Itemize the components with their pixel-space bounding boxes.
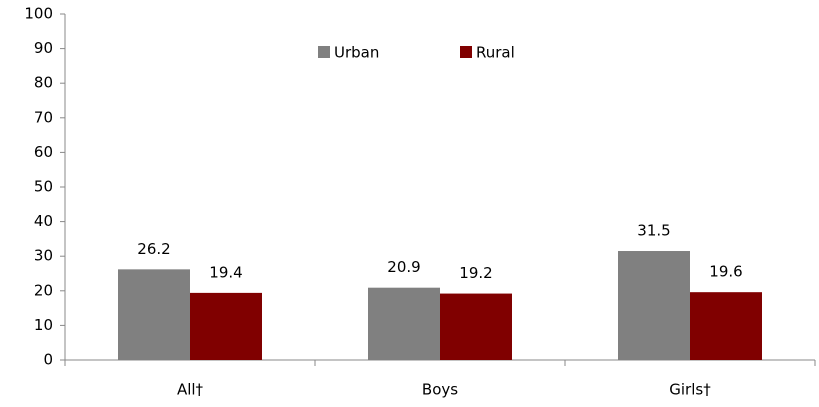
x-tick-label: Boys	[422, 381, 458, 399]
x-tick-label: All†	[177, 381, 204, 399]
y-tick-label: 70	[34, 108, 53, 126]
value-label: 19.6	[709, 263, 742, 281]
legend-label: Urban	[334, 44, 379, 62]
legend-label: Rural	[476, 44, 515, 62]
y-tick-label: 30	[34, 247, 53, 265]
y-tick-label: 50	[34, 178, 53, 196]
value-label: 20.9	[387, 258, 420, 276]
value-label: 31.5	[637, 222, 670, 240]
bar	[190, 292, 262, 360]
legend-swatch	[460, 46, 472, 58]
y-tick-label: 20	[34, 281, 53, 299]
legend-swatch	[318, 46, 330, 58]
y-tick-label: 60	[34, 143, 53, 161]
bar	[118, 269, 190, 360]
y-tick-label: 100	[24, 5, 53, 23]
bar	[368, 287, 440, 360]
y-tick-label: 40	[34, 212, 53, 230]
y-tick-label: 80	[34, 74, 53, 92]
y-tick-label: 0	[43, 351, 53, 369]
bar	[618, 251, 690, 360]
bar	[440, 293, 512, 360]
y-tick-label: 10	[34, 316, 53, 334]
value-label: 19.2	[459, 264, 492, 282]
value-label: 26.2	[137, 240, 170, 258]
value-label: 19.4	[209, 263, 242, 281]
bar	[690, 292, 762, 360]
y-tick-label: 90	[34, 39, 53, 57]
x-tick-label: Girls†	[669, 381, 711, 399]
